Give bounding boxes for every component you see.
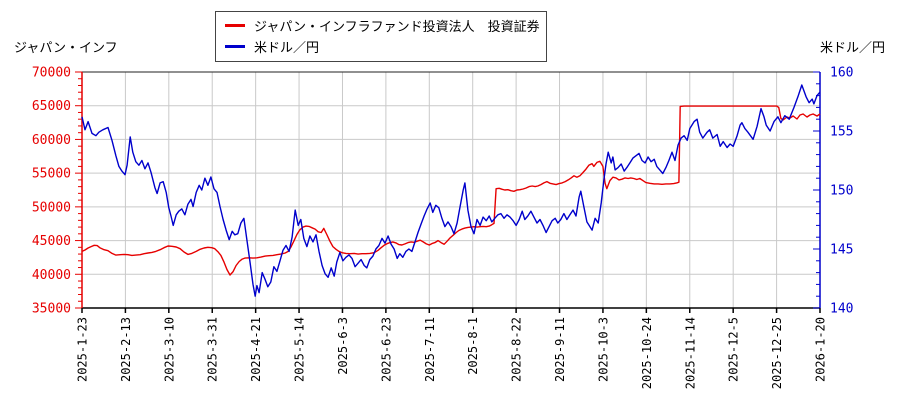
left-axis-tick-label: 35000 [32, 302, 71, 317]
usdjpy-line [81, 84, 821, 297]
left-axis-tick-label: 45000 [32, 234, 71, 249]
x-axis-tick-label: 2025-12-25 [770, 317, 784, 389]
x-axis-tick-label: 2025-7-11 [423, 317, 437, 382]
legend: ジャパン・インフラファンド投資法人 投資証券 米ドル／円 [215, 11, 547, 62]
x-axis-tick-label: 2025-4-21 [249, 317, 263, 382]
fund-line-swatch [225, 24, 245, 27]
x-axis-tick-label: 2025-3-10 [162, 317, 176, 382]
x-axis-tick-label: 2025-5-14 [293, 317, 307, 382]
x-axis-tick-label: 2026-1-20 [814, 317, 828, 382]
fund-price-line [81, 105, 821, 276]
left-axis-tick-label: 70000 [32, 66, 71, 81]
left-axis-tick-label: 65000 [32, 99, 71, 114]
legend-label-usdjpy: 米ドル／円 [254, 41, 320, 56]
x-axis-tick-label: 2025-8-1 [466, 317, 480, 375]
left-axis-tick-label: 50000 [32, 200, 71, 215]
left-axis-tick-label: 60000 [32, 133, 71, 148]
x-axis-tick-label: 2025-6-23 [379, 317, 393, 382]
x-axis-tick-label: 2025-9-11 [553, 317, 567, 382]
x-axis-tick-label: 2025-1-23 [76, 317, 90, 382]
x-axis-tick-label: 2025-11-14 [683, 317, 697, 389]
x-axis-tick-label: 2025-10-3 [596, 317, 610, 382]
x-axis-tick-label: 2025-8-22 [510, 317, 524, 382]
right-axis-tick-label: 150 [830, 184, 853, 199]
usdjpy-line-swatch [225, 45, 245, 48]
left-axis-series-title: ジャパン・インフ [14, 41, 118, 56]
x-axis-tick-label: 2025-10-24 [640, 317, 654, 389]
right-axis-series-title: 米ドル／円 [819, 41, 885, 56]
legend-item-fund: ジャパン・インフラファンド投資法人 投資証券 [225, 15, 540, 36]
right-axis-tick-label: 155 [830, 125, 853, 140]
right-axis-tick-label: 145 [830, 243, 853, 258]
right-axis-tick-label: 140 [830, 302, 853, 317]
x-axis-tick-label: 2025-2-13 [119, 317, 133, 382]
left-axis-tick-label: 40000 [32, 268, 71, 283]
legend-label-fund: ジャパン・インフラファンド投資法人 投資証券 [254, 20, 540, 35]
x-axis-tick-label: 2025-6-3 [336, 317, 350, 375]
legend-item-usdjpy: 米ドル／円 [225, 36, 537, 57]
x-axis-tick-label: 2025-3-31 [206, 317, 220, 382]
right-axis-tick-label: 160 [830, 66, 853, 81]
left-axis-tick-label: 55000 [32, 167, 71, 182]
x-axis-tick-label: 2025-12-5 [727, 317, 741, 382]
